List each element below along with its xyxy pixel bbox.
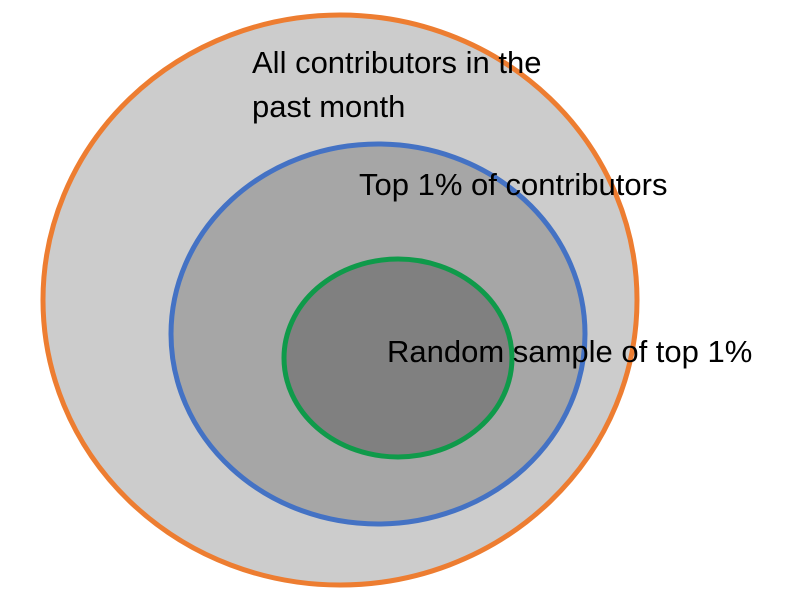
inner-set-label-line-1: Random sample of top 1% [387,334,752,369]
outer-set-label: All contributors in the past month [252,45,550,124]
outer-set-label-line-1: All contributors in the [252,45,541,80]
outer-set-label-line-2: past month [252,89,405,124]
inner-set-label: Random sample of top 1% [387,334,752,369]
middle-set-label-line-1: Top 1% of contributors [359,167,667,202]
middle-set-label: Top 1% of contributors [359,167,667,202]
inner-set-ellipse [281,256,515,460]
